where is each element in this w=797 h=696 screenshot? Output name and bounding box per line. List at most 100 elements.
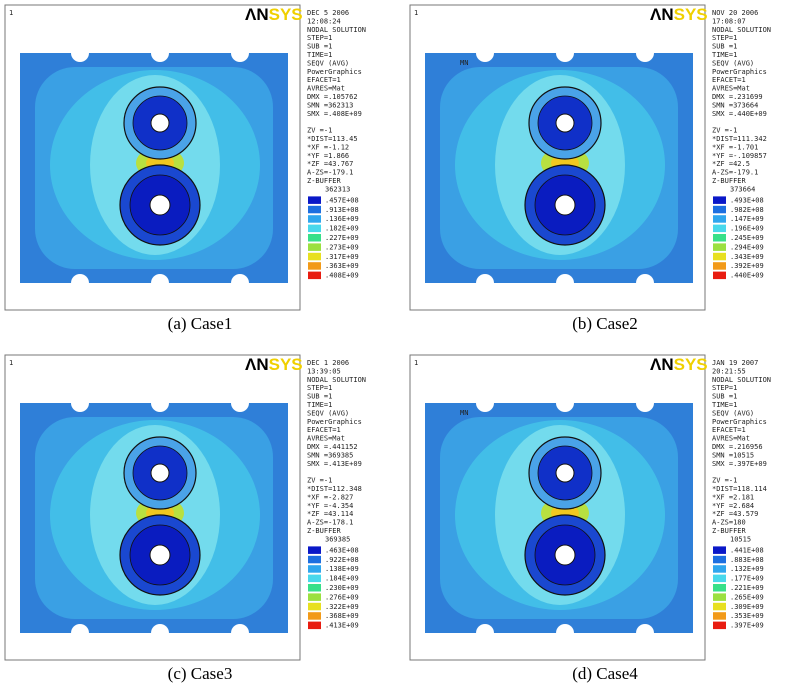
notch: [476, 394, 494, 412]
view-line: Z-BUFFER: [307, 177, 342, 185]
legend-label: .147E+09: [730, 215, 764, 223]
legend-label: .294E+09: [730, 243, 764, 251]
upper-hole: [150, 463, 170, 483]
view-line: *ZF =43.767: [307, 160, 353, 168]
legend-label: .221E+09: [730, 584, 764, 592]
legend-label: .457E+08: [325, 196, 359, 204]
window-number: 1: [414, 9, 418, 17]
legend-swatch: [308, 196, 321, 204]
info-line: PowerGraphics: [307, 68, 362, 76]
view-line: *ZF =42.5: [712, 160, 750, 168]
info-line: SMX =.397E+09: [712, 460, 767, 468]
notch: [71, 394, 89, 412]
legend-swatch: [713, 612, 726, 620]
legend-label: .440E+09: [730, 272, 764, 280]
legend-title: 10515: [730, 535, 751, 543]
view-line: Z-BUFFER: [712, 527, 747, 535]
info-line: SEQV (AVG): [712, 409, 754, 417]
legend-label: .309E+09: [730, 603, 764, 611]
notch: [151, 624, 169, 642]
view-line: *ZF =43.114: [307, 510, 353, 518]
legend-swatch: [713, 593, 726, 601]
notch: [476, 44, 494, 62]
info-line: STEP=1: [712, 34, 737, 42]
info-line: STEP=1: [307, 34, 332, 42]
logo-dark: ΛN: [650, 355, 674, 374]
info-line: SEQV (AVG): [712, 59, 754, 67]
notch: [636, 394, 654, 412]
info-line: SEQV (AVG): [307, 59, 349, 67]
legend-label: .138E+09: [325, 565, 359, 573]
notch: [231, 394, 249, 412]
lower-hole: [554, 194, 576, 216]
legend-swatch: [308, 252, 321, 261]
view-line: ZV =-1: [307, 127, 332, 135]
info-line: 12:08:24: [307, 17, 341, 25]
lower-hole: [149, 544, 171, 566]
logo: ΛNSYS: [650, 5, 708, 24]
legend-label: .245E+09: [730, 234, 764, 242]
legend-swatch: [308, 546, 321, 554]
logo-light: SYS: [269, 355, 303, 374]
legend-label: .265E+09: [730, 593, 764, 601]
legend-swatch: [713, 252, 726, 261]
view-line: ZV =-1: [712, 127, 737, 135]
notch: [556, 44, 574, 62]
view-line: *DIST=118.114: [712, 485, 767, 493]
legend-label: .196E+09: [730, 225, 764, 233]
legend-label: .182E+09: [325, 225, 359, 233]
view-line: ZV =-1: [712, 477, 737, 485]
info-line: NOV 20 2006: [712, 9, 758, 17]
logo-dark: ΛN: [245, 355, 269, 374]
info-line: 20:21:55: [712, 367, 746, 375]
view-line: *YF =2.684: [712, 502, 754, 510]
legend-label: .463E+08: [325, 546, 359, 554]
legend-swatch: [713, 243, 726, 251]
legend-swatch: [713, 565, 726, 573]
notch: [231, 624, 249, 642]
info-line: SEQV (AVG): [307, 409, 349, 417]
legend-swatch: [713, 224, 726, 233]
legend-swatch: [308, 612, 321, 620]
info-line: TIME=1: [307, 401, 332, 409]
view-line: *XF =-1.12: [307, 143, 349, 151]
legend-swatch: [713, 215, 726, 223]
info-line: NODAL SOLUTION: [712, 26, 771, 34]
notch: [71, 624, 89, 642]
info-line: SMX =.408E+09: [307, 110, 362, 118]
upper-hole: [150, 113, 170, 133]
legend-swatch: [713, 234, 726, 242]
notch: [476, 274, 494, 292]
lower-hole: [149, 194, 171, 216]
legend-label: .177E+09: [730, 575, 764, 583]
info-line: NODAL SOLUTION: [307, 376, 366, 384]
view-line: *DIST=112.348: [307, 485, 362, 493]
caption: (d) Case4: [572, 664, 638, 683]
logo: ΛNSYS: [245, 355, 303, 374]
info-line: NODAL SOLUTION: [307, 26, 366, 34]
info-line: STEP=1: [712, 384, 737, 392]
logo-light: SYS: [269, 5, 303, 24]
view-line: A-ZS=180: [712, 519, 746, 527]
legend-label: .883E+08: [730, 556, 764, 564]
view-line: *XF =-2.827: [307, 493, 353, 501]
info-line: PowerGraphics: [712, 418, 767, 426]
info-line: EFACET=1: [712, 426, 746, 434]
info-line: PowerGraphics: [712, 68, 767, 76]
info-line: SMN =373664: [712, 101, 758, 109]
logo-dark: ΛN: [245, 5, 269, 24]
legend-swatch: [713, 602, 726, 611]
info-line: EFACET=1: [307, 76, 341, 84]
info-line: DMX =.216956: [712, 443, 763, 451]
legend-label: .317E+09: [325, 253, 359, 261]
info-line: DEC 5 2006: [307, 9, 349, 17]
info-line: SMN =362313: [307, 101, 353, 109]
legend-swatch: [713, 205, 726, 214]
lower-hole: [554, 544, 576, 566]
legend-swatch: [308, 224, 321, 233]
logo: ΛNSYS: [245, 5, 303, 24]
info-line: SMN =369385: [307, 451, 353, 459]
